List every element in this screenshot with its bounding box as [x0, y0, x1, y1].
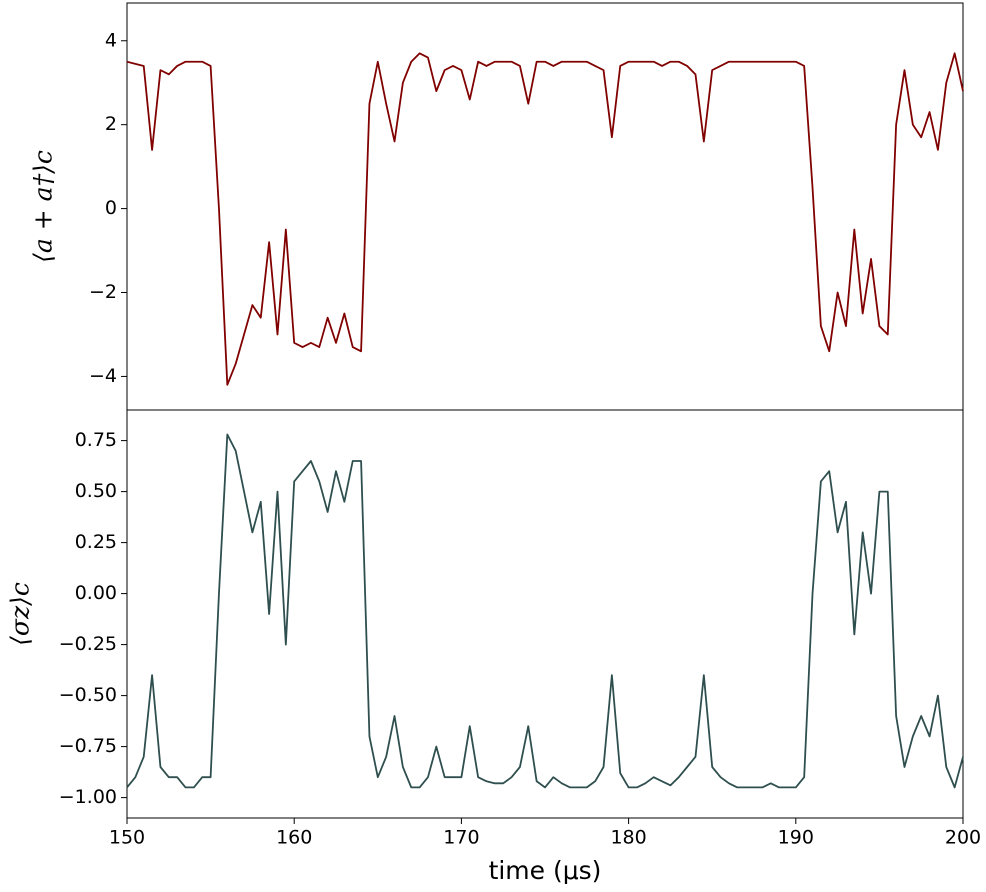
- y-tick-label: −0.50: [59, 684, 117, 706]
- x-tick-label: 200: [945, 827, 981, 849]
- series-line: [126, 52, 964, 386]
- x-tick-label: 160: [276, 827, 312, 849]
- y-axis-label: ⟨a + a†⟩c: [29, 150, 58, 263]
- top-axes-frame: [126, 2, 964, 411]
- y-tick-label: 0.50: [75, 480, 117, 502]
- bottom-axes-frame: [126, 409, 964, 819]
- series-line: [126, 433, 964, 789]
- y-tick-label: −4: [89, 365, 117, 387]
- y-tick-label: −1.00: [59, 786, 117, 808]
- y-tick-label: 0.25: [75, 531, 117, 553]
- x-axis-label: time (μs): [489, 856, 602, 885]
- y-tick-label: 4: [105, 29, 117, 51]
- y-tick-label: 2: [105, 113, 117, 135]
- x-tick-label: 190: [778, 827, 814, 849]
- y-tick-label: −2: [89, 281, 117, 303]
- x-tick-label: 170: [443, 827, 479, 849]
- y-tick-label: −0.25: [59, 633, 117, 655]
- y-tick-label: −0.75: [59, 735, 117, 757]
- y-tick-label: 0.75: [75, 429, 117, 451]
- x-tick-label: 180: [610, 827, 646, 849]
- y-tick-label: 0.00: [75, 582, 117, 604]
- y-axis-label: ⟨σz⟩c: [6, 582, 35, 646]
- y-tick-label: 0: [105, 197, 117, 219]
- x-tick-label: 150: [109, 827, 145, 849]
